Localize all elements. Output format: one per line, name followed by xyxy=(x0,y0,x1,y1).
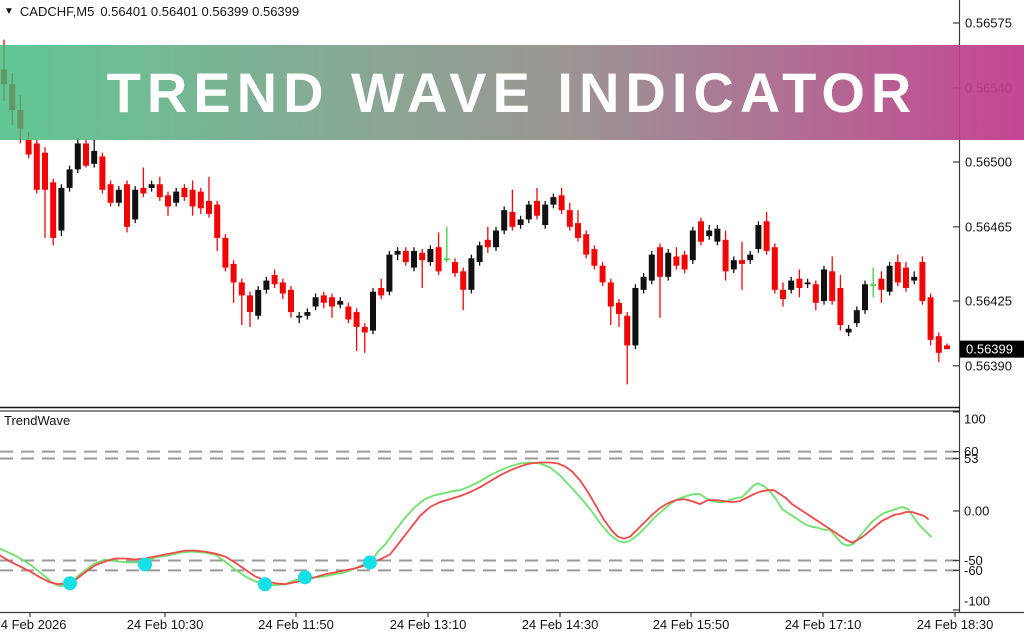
time-tick-label: 24 Feb 2026 xyxy=(0,617,67,632)
current-price-badge: 0.56399 xyxy=(960,340,1024,358)
time-tick-label: 24 Feb 17:10 xyxy=(785,617,862,632)
oscillator-tick-label: -50 xyxy=(964,553,983,568)
oscillator-tick-label: 60 xyxy=(964,444,978,459)
price-tick-label: 0.56390 xyxy=(965,358,1012,373)
oscillator-tick-label: -60 xyxy=(964,563,983,578)
time-tick-label: 24 Feb 11:50 xyxy=(258,617,334,632)
axis-frame xyxy=(0,0,1024,614)
current-price-label: 0.56399 xyxy=(966,342,1013,357)
price-tick-label: 0.56465 xyxy=(965,219,1012,234)
symbol-dropdown-icon[interactable]: ▼ xyxy=(4,6,14,17)
indicator-name-label: TrendWave xyxy=(4,413,71,428)
banner-title: TREND WAVE INDICATOR xyxy=(106,61,918,124)
oscillator-tick-label: 100 xyxy=(964,412,986,427)
oscillator-tick-label: -100 xyxy=(964,594,990,609)
time-tick-label: 24 Feb 14:30 xyxy=(522,617,599,632)
time-axis: 24 Feb 2026 24 Feb 10:30 24 Feb 11:50 24 Fe… xyxy=(0,612,993,632)
signal-dot xyxy=(63,576,77,591)
time-tick-label: 24 Feb 13:10 xyxy=(390,617,467,632)
price-tick-label: 0.56575 xyxy=(965,16,1012,31)
price-tick-label: 0.56500 xyxy=(965,154,1012,169)
oscillator-levels xyxy=(0,450,957,572)
promo-banner: TREND WAVE INDICATOR xyxy=(0,45,1024,140)
candles-layer xyxy=(1,39,950,385)
price-tick-label: 0.56425 xyxy=(965,293,1012,308)
symbol-quote-row[interactable]: ▼ CADCHF,M5 0.56401 0.56401 0.56399 0.56… xyxy=(4,4,299,19)
signal-dots xyxy=(63,555,377,592)
signal-dot xyxy=(138,557,152,572)
oscillator-lines xyxy=(0,461,932,588)
time-tick-label: 24 Feb 10:30 xyxy=(127,617,204,632)
oscillator-tick-label: 53 xyxy=(964,451,978,466)
symbol-ohlc-quote: 0.56401 0.56401 0.56399 0.56399 xyxy=(100,4,300,19)
time-tick-label: 24 Feb 18:30 xyxy=(917,617,994,632)
signal-dot xyxy=(298,570,312,585)
oscillator-tick-label: 0.00 xyxy=(964,503,989,518)
signal-dot xyxy=(363,555,377,570)
signal-dot xyxy=(258,577,272,592)
time-tick-label: 24 Feb 15:50 xyxy=(653,617,730,632)
symbol-name: CADCHF,M5 xyxy=(19,4,95,19)
